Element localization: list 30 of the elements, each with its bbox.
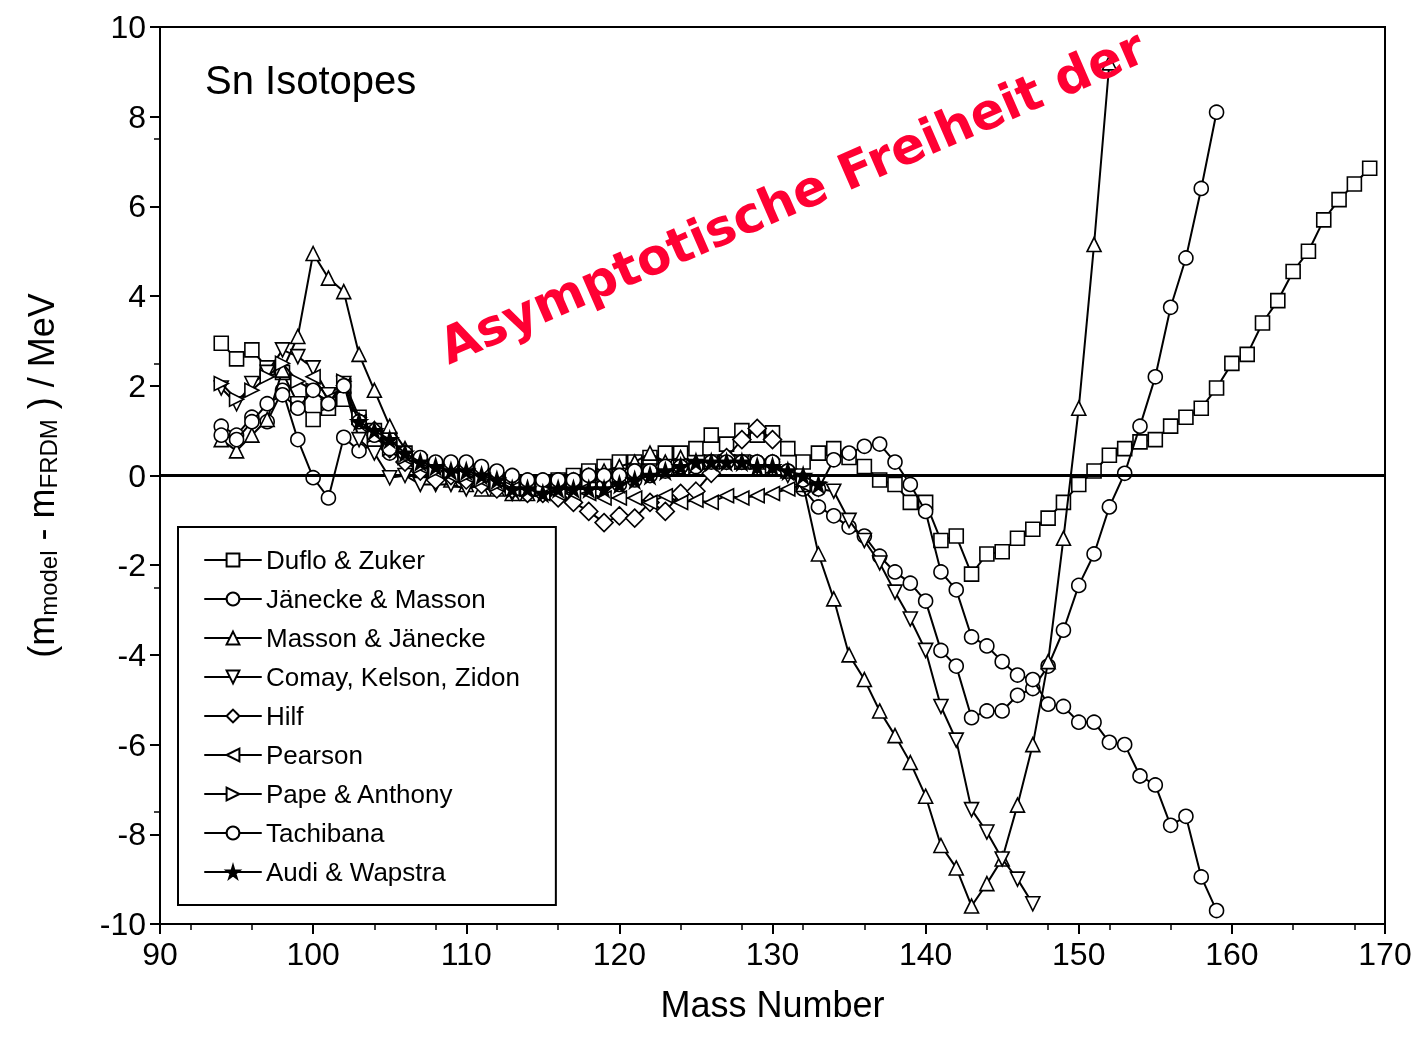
legend-label: Masson & Jänecke	[266, 623, 486, 653]
legend-label: Tachibana	[266, 818, 386, 848]
legend-label: Pearson	[266, 740, 363, 770]
legend-label: Hilf	[266, 701, 305, 731]
x-tick-label: 170	[1358, 936, 1412, 972]
y-axis-title: (mmodel - mFRDM ) / MeV	[20, 293, 62, 658]
legend-label: Jänecke & Masson	[266, 584, 486, 614]
y-tick-label: 10	[110, 9, 146, 45]
y-tick-label: 2	[128, 367, 146, 404]
x-tick-label: 140	[898, 936, 953, 972]
legend-label: Duflo & Zuker	[266, 545, 426, 575]
legend-label: Pape & Anthony	[266, 779, 453, 809]
x-tick-label: 130	[745, 936, 800, 972]
x-tick-label: 160	[1205, 936, 1259, 972]
x-axis-title: Mass Number	[660, 983, 885, 1025]
y-tick-label: -8	[117, 816, 146, 853]
y-tick-label: 6	[128, 188, 146, 225]
x-tick-label: 120	[592, 936, 647, 972]
x-tick-label: 110	[440, 936, 492, 972]
y-tick-label: -4	[117, 636, 146, 673]
legend-label: Audi & Wapstra	[266, 857, 447, 887]
annotation: Sn Isotopes	[205, 58, 417, 102]
y-tick-label: -6	[117, 726, 146, 763]
x-tick-label: 100	[286, 936, 340, 972]
y-tick-label: 4	[128, 278, 146, 315]
legend-label: Comay, Kelson, Zidon	[266, 662, 520, 692]
x-tick-label: 150	[1052, 936, 1106, 972]
y-tick-label: 8	[128, 98, 146, 135]
y-tick-label: -2	[117, 547, 146, 584]
y-tick-label: 0	[128, 457, 146, 494]
